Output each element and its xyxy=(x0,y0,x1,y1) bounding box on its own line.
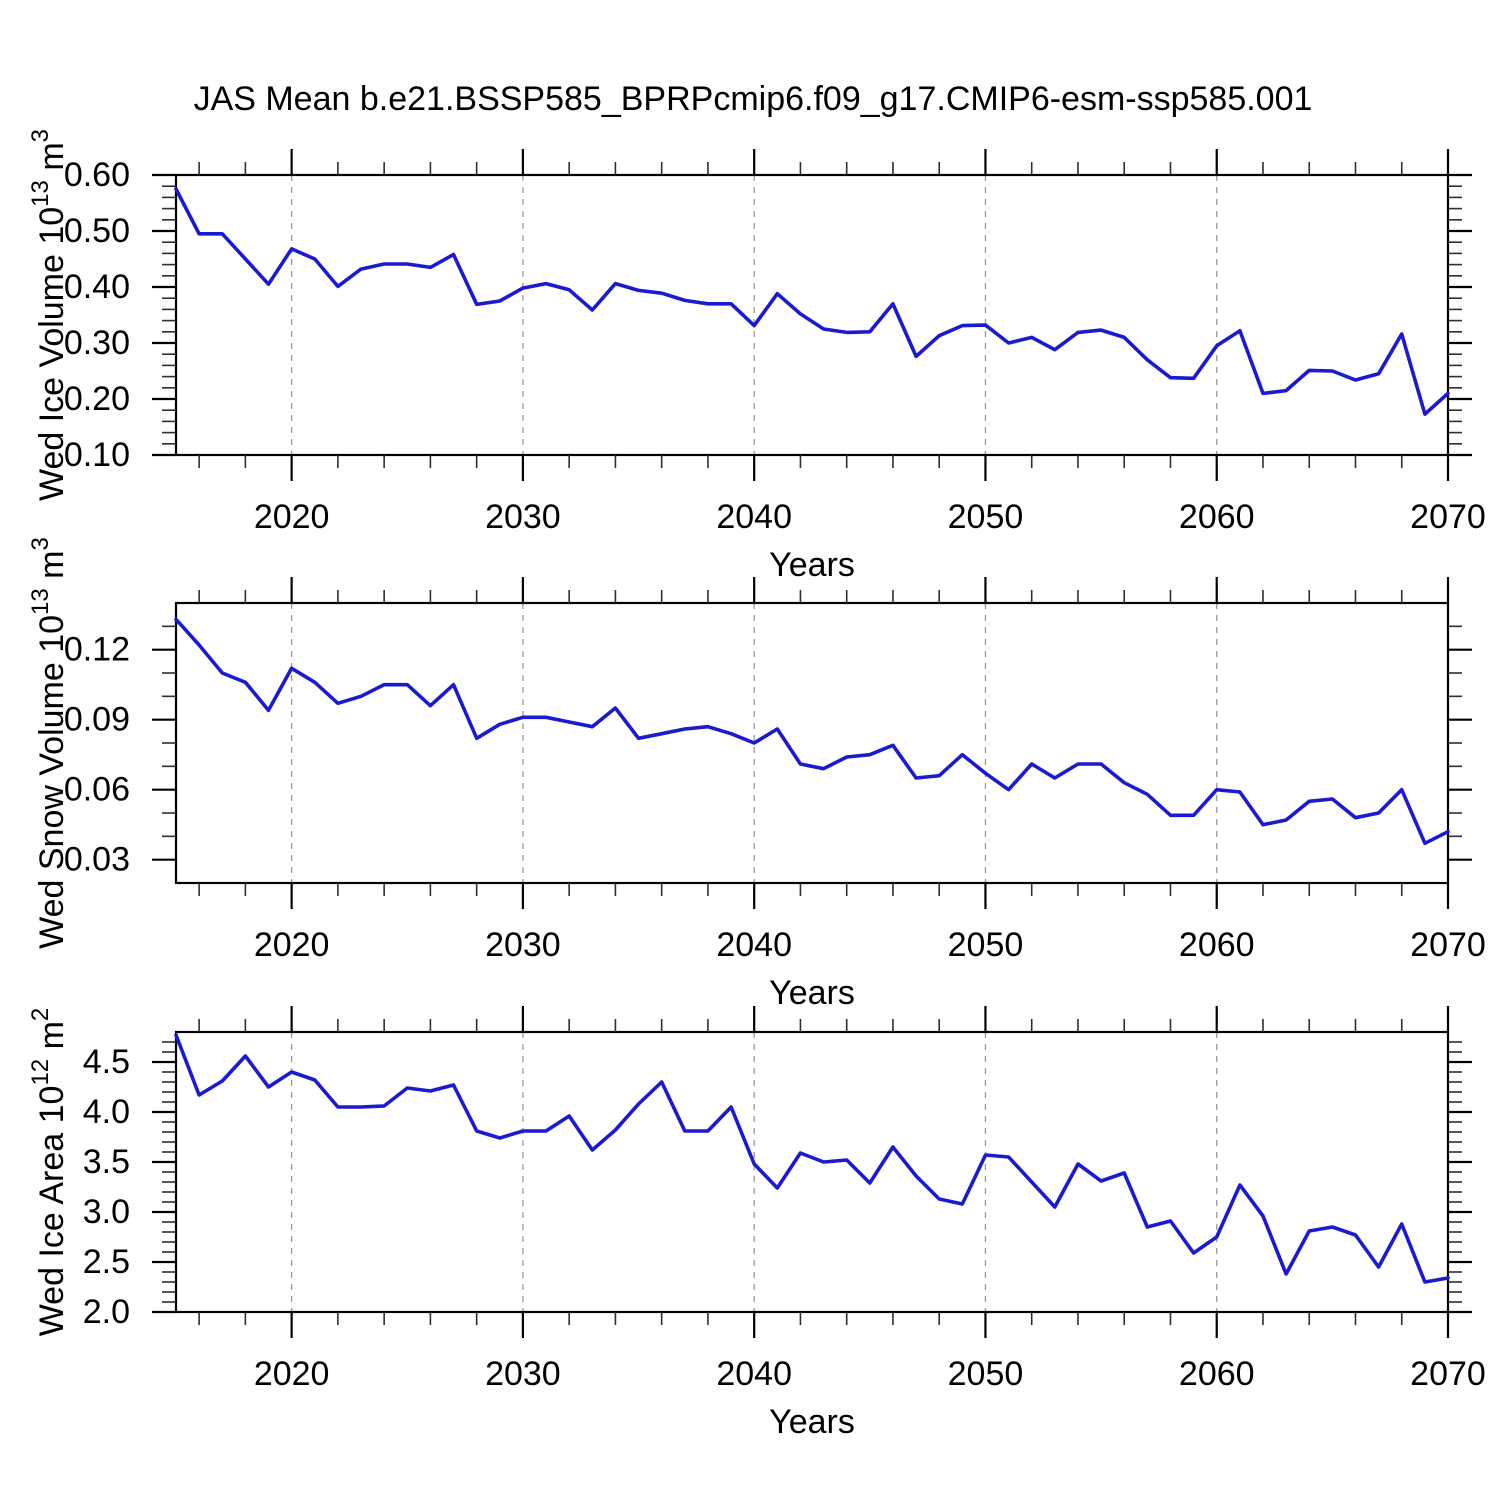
x-axis-title: Years xyxy=(769,1403,855,1441)
ice-area-line xyxy=(174,1033,1450,1284)
y-tick-label: 3.5 xyxy=(83,1143,130,1181)
x-axis-title: Years xyxy=(769,974,855,1012)
panel-snow-volume: 2020 2030 2040 2050 2060 2070 0.03 0.06 0.09 0.12… xyxy=(27,537,1486,1012)
x-tick-label: 2020 xyxy=(254,1355,330,1393)
y-axis-title-text: Wed Ice Area 10 xyxy=(33,1086,71,1337)
y-axis-title-superscript: 13 xyxy=(27,588,54,615)
x-tick-label: 2060 xyxy=(1179,1355,1255,1393)
panel-ice-area: 2020 2030 2040 2050 2060 2070 2.0 2.5 3.0 3.5 4.0 4… xyxy=(27,1006,1486,1441)
x-tick-label: 2020 xyxy=(254,926,330,964)
y-tick-label: 3.0 xyxy=(83,1193,130,1231)
x-tick-label: 2060 xyxy=(1179,926,1255,964)
y-axis-title-superscript: 2 xyxy=(27,1008,54,1021)
x-tick-label: 2020 xyxy=(254,498,330,536)
x-tick-label: 2040 xyxy=(716,1355,792,1393)
x-tick-label: 2030 xyxy=(485,498,561,536)
y-tick-label: 0.30 xyxy=(64,324,130,362)
y-axis-title-text: m xyxy=(33,550,71,588)
x-tick-label: 2050 xyxy=(948,926,1024,964)
x-axis-title: Years xyxy=(769,546,855,584)
y-tick-label: 0.06 xyxy=(64,771,130,809)
y-axis-title-superscript: 13 xyxy=(27,180,54,207)
figure-title: JAS Mean b.e21.BSSP585_BPRPcmip6.f09_g17… xyxy=(194,80,1313,118)
x-tick-label: 2040 xyxy=(716,926,792,964)
x-tick-label: 2050 xyxy=(948,498,1024,536)
axis-box xyxy=(174,601,1450,885)
x-tick-label: 2030 xyxy=(485,926,561,964)
x-tick-label: 2070 xyxy=(1410,498,1486,536)
y-axis-title-superscript: 12 xyxy=(27,1059,54,1086)
y-axis-title-text: Wed Ice Volume 10 xyxy=(33,207,71,501)
y-tick-label: 4.0 xyxy=(83,1093,130,1131)
y-axis-title: Wed Ice Area 1012 m2 xyxy=(27,1008,72,1337)
y-tick-label: 2.5 xyxy=(83,1243,130,1281)
y-tick-label: 0.03 xyxy=(64,841,130,879)
y-tick-label: 0.12 xyxy=(64,631,130,669)
y-tick-label: 0.09 xyxy=(64,701,130,739)
y-tick-label: 0.20 xyxy=(64,380,130,418)
x-tick-label: 2070 xyxy=(1410,1355,1486,1393)
x-tick-label: 2060 xyxy=(1179,498,1255,536)
x-tick-label: 2050 xyxy=(948,1355,1024,1393)
snow-volume-line xyxy=(174,617,1450,846)
ice-volume-line xyxy=(174,187,1450,416)
y-axis-title: Wed Snow Volume 1013 m3 xyxy=(27,537,72,949)
x-tick-label: 2040 xyxy=(716,498,792,536)
y-tick-label: 0.60 xyxy=(64,156,130,194)
axis-box xyxy=(174,173,1450,457)
y-axis-title-superscript: 3 xyxy=(27,129,54,142)
y-axis-title: Wed Ice Volume 1013 m3 xyxy=(27,129,72,501)
axis-box xyxy=(174,1030,1450,1314)
y-axis-title-text: m xyxy=(33,142,71,180)
panel-ice-volume: 2020 2030 2040 2050 2060 2070 0.10 0.20 0.30 0.40… xyxy=(27,129,1486,584)
y-tick-label: 4.5 xyxy=(83,1043,130,1081)
y-axis-title-superscript: 3 xyxy=(27,537,54,550)
y-tick-label: 0.10 xyxy=(64,436,130,474)
x-tick-label: 2070 xyxy=(1410,926,1486,964)
y-tick-label: 2.0 xyxy=(83,1293,130,1331)
y-tick-label: 0.50 xyxy=(64,212,130,250)
y-axis-title-text: m xyxy=(33,1021,71,1059)
x-tick-label: 2030 xyxy=(485,1355,561,1393)
y-axis-title-text: Wed Snow Volume 10 xyxy=(33,615,71,949)
y-tick-label: 0.40 xyxy=(64,268,130,306)
